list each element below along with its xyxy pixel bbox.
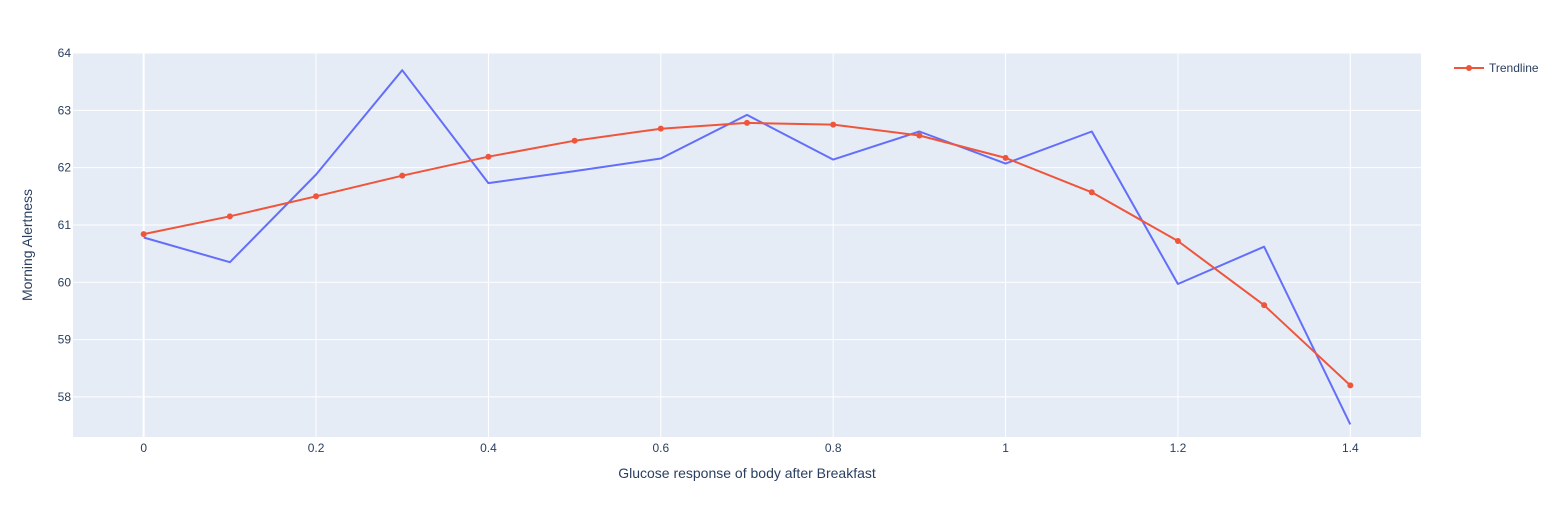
data-point[interactable]: [744, 119, 750, 126]
x-tick-label: 1.4: [1342, 441, 1359, 455]
y-tick-label: 64: [58, 46, 72, 60]
data-point[interactable]: [571, 137, 578, 144]
x-tick-label: 0: [140, 441, 147, 455]
y-tick-label: 59: [58, 333, 72, 347]
x-tick-label: 0.2: [308, 441, 325, 455]
x-axis-ticks: 0 0.2 0.4 0.6 0.8 1 1.2 1.4: [140, 441, 1359, 455]
y-tick-label: 62: [58, 161, 72, 175]
legend-label: Trendline: [1489, 61, 1539, 75]
x-tick-label: 0.8: [825, 441, 842, 455]
series-0: [143, 69, 1352, 425]
x-axis-title: Glucose response of body after Breakfast: [618, 465, 876, 481]
data-point[interactable]: [1347, 382, 1354, 389]
data-point[interactable]: [1174, 237, 1181, 244]
data-point[interactable]: [399, 172, 406, 179]
y-tick-label: 61: [58, 218, 72, 232]
x-tick-label: 0.4: [480, 441, 497, 455]
data-point[interactable]: [1261, 302, 1268, 309]
data-point[interactable]: [916, 132, 923, 139]
data-point[interactable]: [1088, 189, 1095, 196]
x-tick-label: 1: [1002, 441, 1009, 455]
y-tick-label: 58: [58, 390, 72, 404]
data-point[interactable]: [830, 121, 837, 128]
legend[interactable]: Trendline: [1454, 61, 1539, 75]
data-point[interactable]: [313, 193, 320, 200]
data-point[interactable]: [140, 231, 147, 238]
series-layer: [140, 69, 1354, 425]
x-tick-label: 0.6: [652, 441, 669, 455]
series-line: [143, 69, 1352, 425]
data-point[interactable]: [226, 213, 233, 220]
data-point[interactable]: [485, 153, 492, 160]
grid: [73, 52, 1421, 437]
data-point[interactable]: [1002, 154, 1009, 161]
y-axis-title: Morning Alertness: [19, 189, 35, 301]
x-tick-label: 1.2: [1170, 441, 1187, 455]
plot-area: [73, 53, 1421, 437]
y-axis-ticks: 58 59 60 61 62 63 64: [58, 46, 72, 404]
data-point[interactable]: [657, 125, 664, 132]
y-tick-label: 63: [58, 103, 72, 117]
legend-marker-swatch: [1466, 65, 1472, 71]
legend-item[interactable]: Trendline: [1454, 61, 1539, 75]
series-1: [140, 119, 1354, 389]
y-tick-label: 60: [58, 275, 72, 289]
